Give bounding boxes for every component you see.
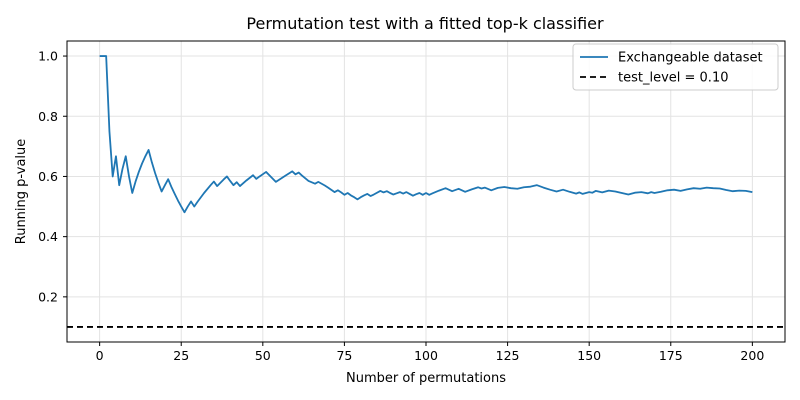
x-axis-title: Number of permutations [346,371,506,386]
legend: Exchangeable dataset test_level = 0.10 [572,43,779,91]
y-axis-title: Running p-value [14,139,29,245]
x-tick-label: 100 [414,348,438,363]
axis-ticks: 0 25 50 75 100 125 150 175 200 0.2 0.4 0.6 0.8 1.0 [38,49,764,363]
y-tick-label: 0.8 [38,109,58,124]
series-line-exchangeable [99,55,753,214]
y-tick-label: 0.6 [38,169,58,184]
y-tick-label: 0.4 [38,229,58,244]
y-tick-label: 1.0 [38,49,58,64]
legend-label-test-level: test_level = 0.10 [618,71,728,86]
legend-label-exchangeable: Exchangeable dataset [618,51,763,66]
x-tick-label: 200 [740,348,764,363]
y-tick-label: 0.2 [38,289,58,304]
x-tick-label: 125 [496,348,520,363]
x-tick-label: 175 [659,348,683,363]
series-layer [67,55,785,328]
x-tick-label: 25 [173,348,189,363]
x-tick-label: 0 [96,348,104,363]
x-tick-label: 75 [336,348,352,363]
x-tick-label: 50 [255,348,271,363]
legend-box [572,43,779,91]
chart-title: Permutation test with a fitted top-k cla… [246,14,604,33]
x-tick-label: 150 [577,348,601,363]
